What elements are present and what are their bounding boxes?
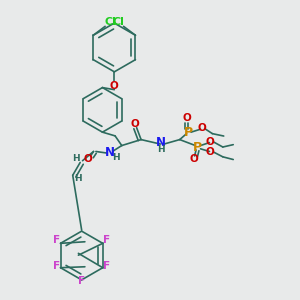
Text: H: H	[74, 174, 82, 183]
Text: O: O	[110, 81, 119, 91]
Text: F: F	[53, 261, 60, 271]
Text: O: O	[131, 119, 140, 129]
Text: Cl: Cl	[104, 17, 116, 28]
Text: H: H	[72, 154, 80, 164]
Text: O: O	[197, 123, 206, 133]
Text: H: H	[112, 153, 120, 162]
Text: F: F	[78, 276, 85, 286]
Text: F: F	[103, 236, 110, 245]
Text: O: O	[84, 154, 93, 164]
Text: P: P	[193, 140, 202, 154]
Text: O: O	[183, 113, 191, 123]
Text: O: O	[206, 147, 215, 158]
Text: N: N	[156, 136, 166, 149]
Text: F: F	[53, 236, 60, 245]
Text: O: O	[206, 137, 215, 147]
Text: Cl: Cl	[112, 17, 124, 28]
Text: H: H	[157, 145, 165, 154]
Text: O: O	[190, 154, 198, 164]
Text: F: F	[103, 261, 110, 271]
Text: P: P	[184, 126, 193, 139]
Text: N: N	[105, 146, 115, 160]
